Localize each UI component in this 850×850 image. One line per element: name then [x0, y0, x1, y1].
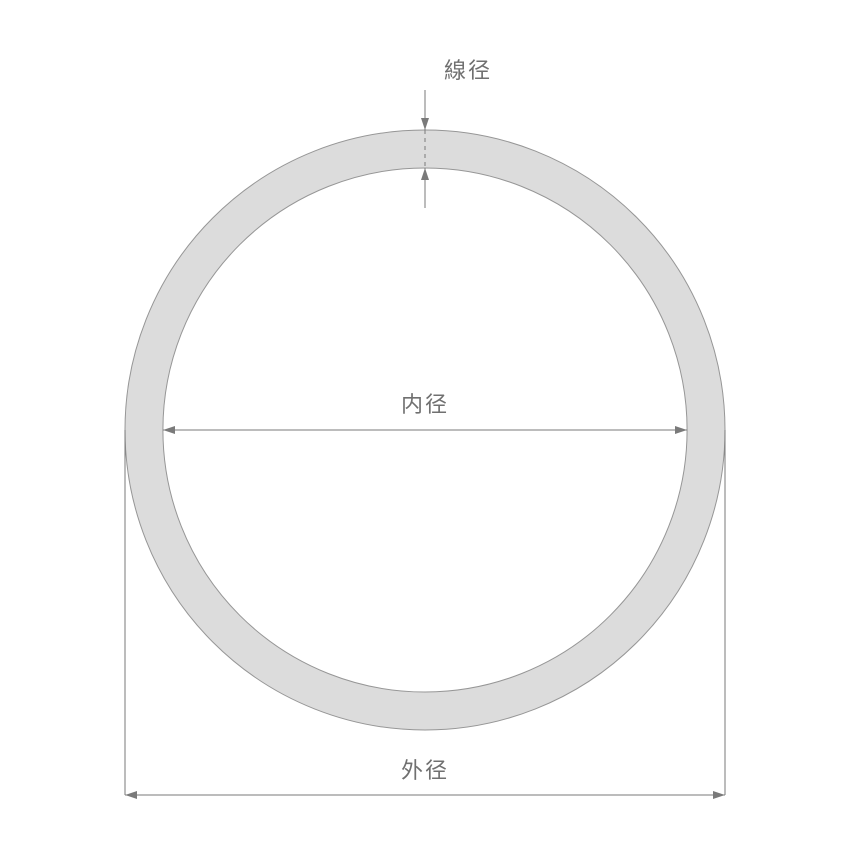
- arrowhead: [125, 791, 137, 799]
- outer-diameter-label: 外径: [401, 758, 449, 783]
- arrowhead: [421, 168, 429, 180]
- arrowhead: [163, 426, 175, 434]
- arrowhead: [675, 426, 687, 434]
- wire-diameter-label: 線径: [444, 58, 492, 83]
- inner-diameter-label: 内径: [401, 392, 449, 417]
- arrowhead: [421, 118, 429, 130]
- inner-diameter-dimension: [163, 426, 687, 434]
- arrowhead: [713, 791, 725, 799]
- ring-dimension-diagram: 線径内径外径: [0, 0, 850, 850]
